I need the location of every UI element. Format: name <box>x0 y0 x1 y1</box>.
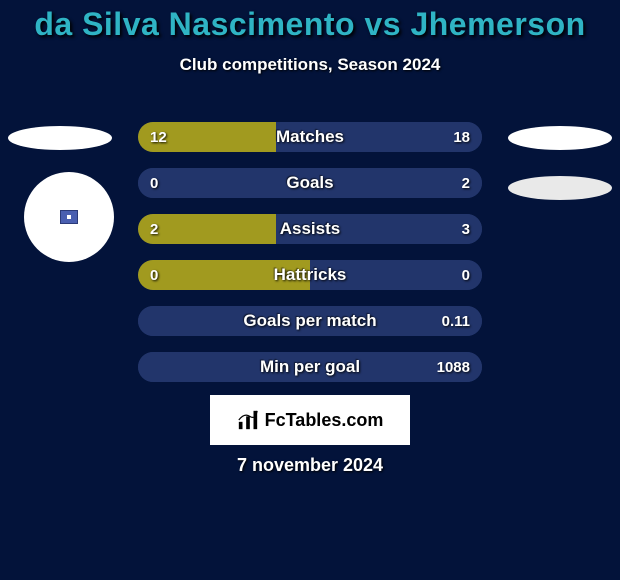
page-subtitle: Club competitions, Season 2024 <box>0 55 620 75</box>
page-title: da Silva Nascimento vs Jhemerson <box>0 0 620 43</box>
player-right-badge-2 <box>508 176 612 200</box>
logo-text: FcTables.com <box>265 410 384 431</box>
stat-row: 1218Matches <box>138 122 482 152</box>
date-label: 7 november 2024 <box>0 455 620 476</box>
stat-row: 00Hattricks <box>138 260 482 290</box>
fctables-logo: FcTables.com <box>210 395 410 445</box>
stat-label: Min per goal <box>138 352 482 382</box>
stat-row: 02Goals <box>138 168 482 198</box>
stat-row: 23Assists <box>138 214 482 244</box>
comparison-bars: 1218Matches 02Goals 23Assists 00Hattricks 0.… <box>138 122 482 398</box>
player-left-badge <box>8 126 112 150</box>
player-right-badge <box>508 126 612 150</box>
stat-label: Goals per match <box>138 306 482 336</box>
stat-label: Goals <box>138 168 482 198</box>
player-left-avatar <box>24 172 114 262</box>
stat-label: Assists <box>138 214 482 244</box>
stat-label: Matches <box>138 122 482 152</box>
placeholder-icon-dot <box>67 215 71 219</box>
chart-icon <box>237 409 259 431</box>
stat-row: 0.11Goals per match <box>138 306 482 336</box>
stat-label: Hattricks <box>138 260 482 290</box>
placeholder-icon <box>60 210 78 224</box>
stat-row: 1088Min per goal <box>138 352 482 382</box>
